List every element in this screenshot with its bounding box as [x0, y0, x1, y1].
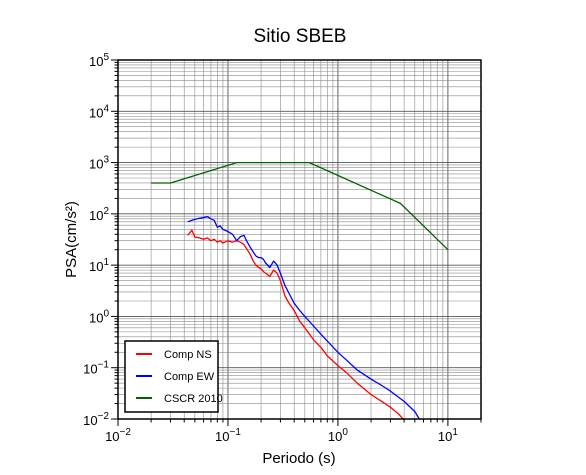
legend: Comp NS Comp EW CSCR 2010: [124, 340, 223, 413]
y-tick-label: 105: [89, 52, 109, 69]
y-tick-label: 101: [89, 257, 109, 274]
series-layer: [151, 161, 449, 421]
y-axis-label: PSA(cm/s²): [63, 201, 80, 278]
x-tick-label: 10−2: [105, 427, 131, 444]
axis-ticks: [111, 59, 482, 426]
series-line-1: [187, 216, 420, 420]
chart-title: Sitio SBEB: [254, 26, 347, 47]
x-tick-label: 101: [438, 427, 458, 444]
y-tick-label: 102: [89, 206, 109, 223]
y-tick-label: 10−1: [83, 360, 109, 377]
y-tick-label: 100: [89, 308, 109, 325]
x-tick-labels: 10−2 10−1 100 101: [105, 427, 458, 444]
x-tick-label: 100: [328, 427, 348, 444]
series-line-2: [151, 161, 449, 251]
legend-label: Comp NS: [164, 349, 212, 361]
plot-frame: [117, 59, 482, 420]
series-line-0: [187, 229, 405, 421]
y-tick-label: 103: [89, 155, 109, 172]
x-axis-label: Periodo (s): [262, 450, 335, 467]
legend-items: Comp NS Comp EW CSCR 2010: [136, 349, 223, 405]
y-tick-labels: 10−2 10−1 100 101 102 103 104 105: [83, 52, 109, 428]
y-tick-label: 10−2: [83, 411, 109, 428]
legend-label: Comp EW: [164, 371, 215, 383]
x-tick-label: 10−1: [215, 427, 241, 444]
y-tick-label: 104: [89, 103, 109, 120]
legend-label: CSCR 2010: [164, 393, 223, 405]
